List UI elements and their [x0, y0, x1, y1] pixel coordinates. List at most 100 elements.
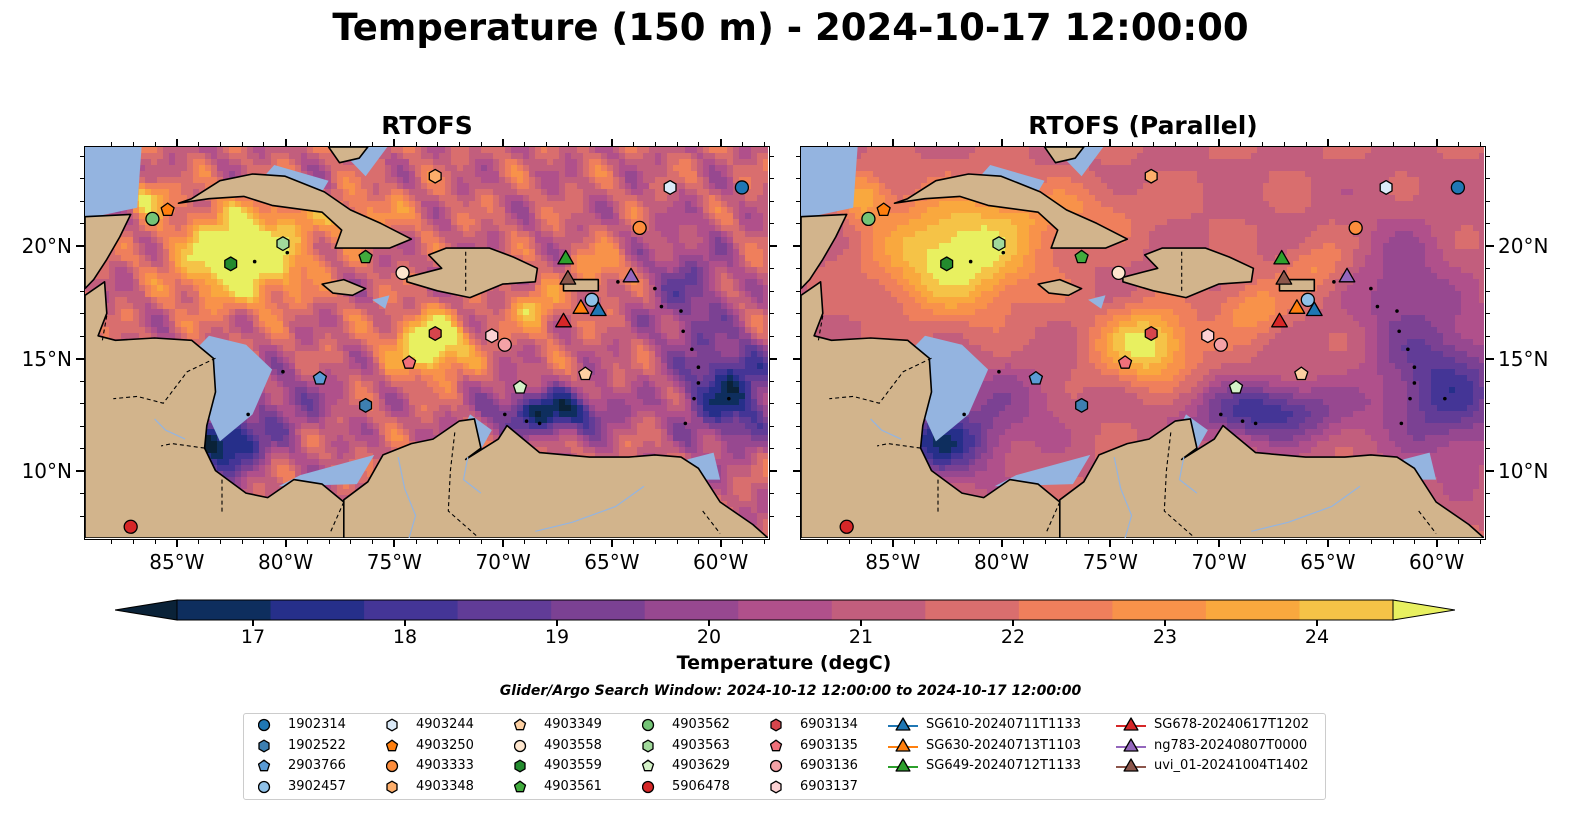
colorbar-label: Temperature (degC): [676, 652, 892, 674]
lat-minor-tick: [1486, 425, 1490, 427]
colorbar-tick-mark: [708, 620, 710, 626]
lon-minor-tick-top: [459, 142, 461, 146]
legend-marker-triangle: [895, 758, 911, 772]
country-border: [1046, 501, 1061, 532]
legend-label: 3902457: [288, 778, 346, 794]
small-island: [690, 347, 694, 352]
colorbar-segment: [1299, 600, 1394, 620]
small-island: [281, 369, 285, 374]
lon-minor-tick: [132, 540, 134, 544]
river: [1178, 456, 1198, 494]
legend-marker: [770, 759, 783, 773]
legend-marker-hexagon: [386, 780, 398, 793]
lon-minor-tick-top: [957, 142, 959, 146]
glider-SG649-20240712T1133: [1273, 249, 1291, 265]
colorbar-tick-mark: [252, 620, 254, 626]
glider-uvi_01-20241004T1402: [1275, 269, 1293, 285]
lat-minor-tick: [796, 425, 800, 427]
colorbar-tick-mark: [1316, 620, 1318, 626]
small-island: [681, 329, 685, 334]
lat-minor-tick: [796, 470, 800, 472]
lat-minor-tick: [796, 335, 800, 337]
lon-minor-tick: [154, 540, 156, 544]
colorbar-tick-mark: [1164, 620, 1166, 626]
float-4903250: [876, 202, 891, 217]
legend-marker-triangle: [895, 737, 911, 752]
float-4903561: [1074, 249, 1089, 264]
lon-minor-tick: [176, 540, 178, 544]
lat-minor-tick: [770, 380, 774, 382]
lon-minor-tick: [935, 540, 937, 544]
country-border: [447, 432, 477, 537]
lat-minor-tick: [1486, 403, 1490, 405]
lon-tick-label: 70°W: [475, 550, 531, 574]
small-island: [1443, 396, 1447, 401]
float-1902522: [1075, 397, 1089, 413]
float-6903135: [401, 355, 417, 369]
lon-tick-label: 70°W: [1191, 550, 1247, 574]
lon-minor-tick-top: [1218, 142, 1220, 146]
land-southAmerica: [1058, 418, 1485, 539]
lon-minor-tick-top: [306, 142, 308, 146]
lon-minor-tick: [1240, 540, 1242, 544]
legend-marker: [1116, 758, 1146, 772]
lat-minor-tick: [770, 335, 774, 337]
small-island: [1369, 286, 1373, 291]
float-5906478: [123, 519, 138, 534]
land-bahamas: [1043, 147, 1085, 164]
lon-minor-tick-top: [285, 142, 287, 146]
lat-minor-tick: [80, 200, 84, 202]
figure-title: Temperature (150 m) - 2024-10-17 12:00:0…: [332, 6, 1249, 49]
lon-minor-tick-top: [198, 142, 200, 146]
legend-marker-hexagon: [258, 739, 270, 752]
small-island: [1219, 412, 1223, 417]
legend-marker-pentagon: [386, 739, 399, 751]
float-4903563: [276, 236, 290, 252]
lon-minor-tick: [306, 540, 308, 544]
lat-tick-label: 10°N: [1498, 459, 1549, 484]
river: [1251, 485, 1361, 532]
colorbar-tick-label: 24: [1304, 626, 1330, 648]
lon-minor-tick-top: [502, 142, 504, 146]
legend-marker: [386, 739, 399, 751]
colorbar: [115, 599, 1455, 621]
lon-tick-label: 60°W: [693, 550, 749, 574]
lon-minor-tick: [415, 540, 417, 544]
lat-minor-tick: [770, 515, 774, 517]
lon-minor-tick: [524, 540, 526, 544]
small-island: [246, 412, 250, 417]
lat-minor-tick: [796, 358, 800, 360]
lon-minor-tick-top: [1109, 142, 1111, 146]
lat-minor-tick: [80, 155, 84, 157]
country-border: [829, 357, 932, 404]
lon-minor-tick: [1370, 540, 1372, 544]
legend-marker-triangle: [1123, 717, 1139, 731]
land-hispaniola: [1122, 247, 1255, 299]
river: [535, 485, 645, 532]
colorbar-tick-label: 23: [1152, 626, 1178, 648]
legend-marker-hexagon: [514, 759, 526, 773]
legend-marker-pentagon: [642, 759, 655, 772]
lon-minor-tick-top: [1370, 142, 1372, 146]
small-island: [524, 419, 529, 423]
glider-SG630-20240713T1103: [1288, 299, 1306, 314]
legend-marker: [386, 718, 398, 732]
lon-minor-tick: [654, 540, 656, 544]
lon-tick-label: 60°W: [1409, 550, 1465, 574]
colorbar-tick-mark: [404, 620, 406, 626]
small-island: [537, 421, 542, 426]
lon-minor-tick: [1392, 540, 1394, 544]
float-6903136: [1213, 337, 1228, 352]
lon-minor-tick-top: [1196, 142, 1198, 146]
small-island: [1412, 381, 1417, 385]
search-window-text: Glider/Argo Search Window: 2024-10-12 12…: [499, 683, 1082, 699]
lat-minor-tick: [1486, 358, 1490, 360]
lat-minor-tick: [796, 268, 800, 270]
float-6903134: [1144, 326, 1158, 341]
legend-marker-hexagon: [386, 718, 398, 732]
lon-minor-tick-top: [372, 142, 374, 146]
lon-minor-tick-top: [654, 142, 656, 146]
small-island: [1332, 280, 1336, 284]
lon-minor-tick-top: [1240, 142, 1242, 146]
small-island: [1001, 250, 1006, 255]
